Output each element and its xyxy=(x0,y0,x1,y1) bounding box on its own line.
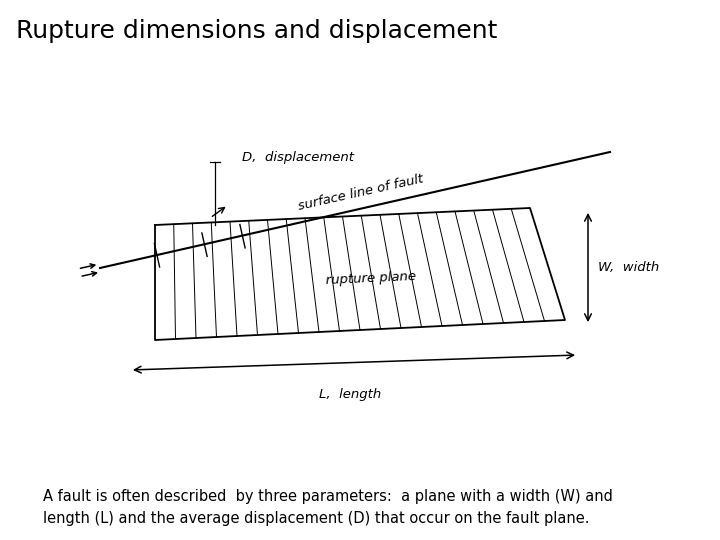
Text: A fault is often described  by three parameters:  a plane with a width (W) and
l: A fault is often described by three para… xyxy=(43,489,613,526)
Text: Rupture dimensions and displacement: Rupture dimensions and displacement xyxy=(16,19,498,43)
Text: W,  width: W, width xyxy=(598,261,660,274)
Text: rupture plane: rupture plane xyxy=(326,269,417,287)
Text: L,  length: L, length xyxy=(319,388,381,401)
Text: surface line of fault: surface line of fault xyxy=(297,172,425,212)
Text: D,  displacement: D, displacement xyxy=(242,152,354,165)
